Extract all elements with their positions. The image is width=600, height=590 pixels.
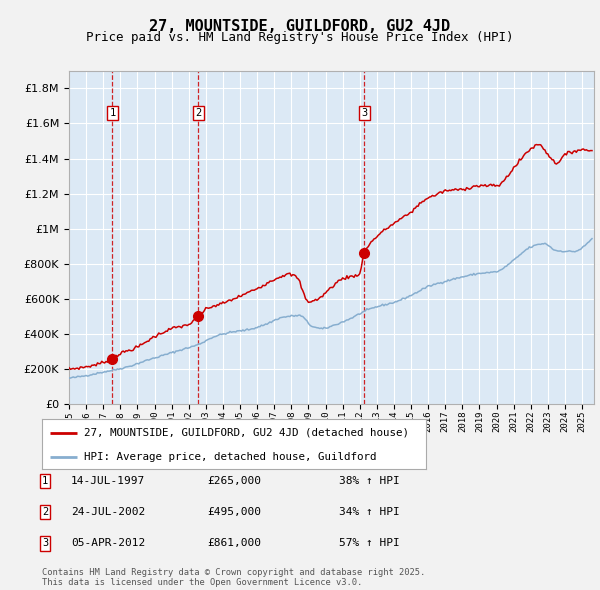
Text: 24-JUL-2002: 24-JUL-2002	[71, 507, 145, 517]
Text: 2: 2	[195, 108, 202, 118]
Text: £861,000: £861,000	[207, 539, 261, 548]
Text: 14-JUL-1997: 14-JUL-1997	[71, 476, 145, 486]
Text: 1: 1	[109, 108, 116, 118]
Text: HPI: Average price, detached house, Guildford: HPI: Average price, detached house, Guil…	[84, 451, 377, 461]
Text: 27, MOUNTSIDE, GUILDFORD, GU2 4JD: 27, MOUNTSIDE, GUILDFORD, GU2 4JD	[149, 19, 451, 34]
Text: This data is licensed under the Open Government Licence v3.0.: This data is licensed under the Open Gov…	[42, 578, 362, 587]
Text: £495,000: £495,000	[207, 507, 261, 517]
Text: 3: 3	[42, 539, 48, 548]
Text: 27, MOUNTSIDE, GUILDFORD, GU2 4JD (detached house): 27, MOUNTSIDE, GUILDFORD, GU2 4JD (detac…	[84, 428, 409, 438]
Text: Contains HM Land Registry data © Crown copyright and database right 2025.: Contains HM Land Registry data © Crown c…	[42, 568, 425, 577]
Text: 1: 1	[42, 476, 48, 486]
Text: 57% ↑ HPI: 57% ↑ HPI	[339, 539, 400, 548]
Text: £265,000: £265,000	[207, 476, 261, 486]
Text: 34% ↑ HPI: 34% ↑ HPI	[339, 507, 400, 517]
Text: 05-APR-2012: 05-APR-2012	[71, 539, 145, 548]
Text: 3: 3	[361, 108, 367, 118]
Text: 38% ↑ HPI: 38% ↑ HPI	[339, 476, 400, 486]
Text: Price paid vs. HM Land Registry's House Price Index (HPI): Price paid vs. HM Land Registry's House …	[86, 31, 514, 44]
Text: 2: 2	[42, 507, 48, 517]
